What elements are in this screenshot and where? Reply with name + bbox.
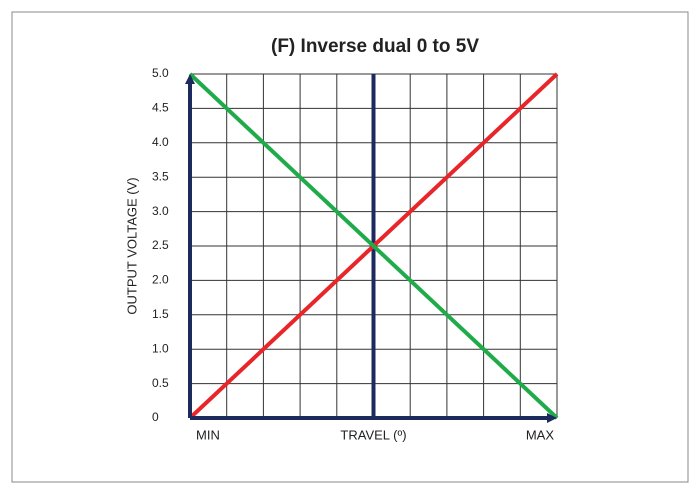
y-tick-label: 3.5 [152, 169, 169, 183]
y-tick-label: 1.5 [152, 307, 169, 321]
y-tick-label: 0 [152, 410, 159, 424]
x-tick-label: TRAVEL (º) [340, 427, 406, 442]
y-tick-label: 5.0 [152, 66, 169, 80]
chart-title: (F) Inverse dual 0 to 5V [271, 36, 479, 57]
y-tick-label: 4.0 [152, 135, 169, 149]
x-axis-arrow [547, 413, 557, 423]
y-tick-label: 1.0 [152, 341, 169, 355]
x-tick-label: MAX [526, 427, 555, 442]
y-tick-label: 2.0 [152, 273, 169, 287]
y-axis-arrow [185, 74, 195, 84]
frame [11, 11, 689, 483]
series-line [188, 72, 559, 420]
x-tick-label: MIN [196, 427, 220, 442]
y-tick-label: 2.5 [152, 238, 169, 252]
y-axis-label: OUTPUT VOLTAGE (V) [124, 177, 139, 314]
y-tick-label: 4.5 [152, 101, 169, 115]
y-tick-label: 0.5 [152, 376, 169, 390]
y-tick-label: 3.0 [152, 204, 169, 218]
